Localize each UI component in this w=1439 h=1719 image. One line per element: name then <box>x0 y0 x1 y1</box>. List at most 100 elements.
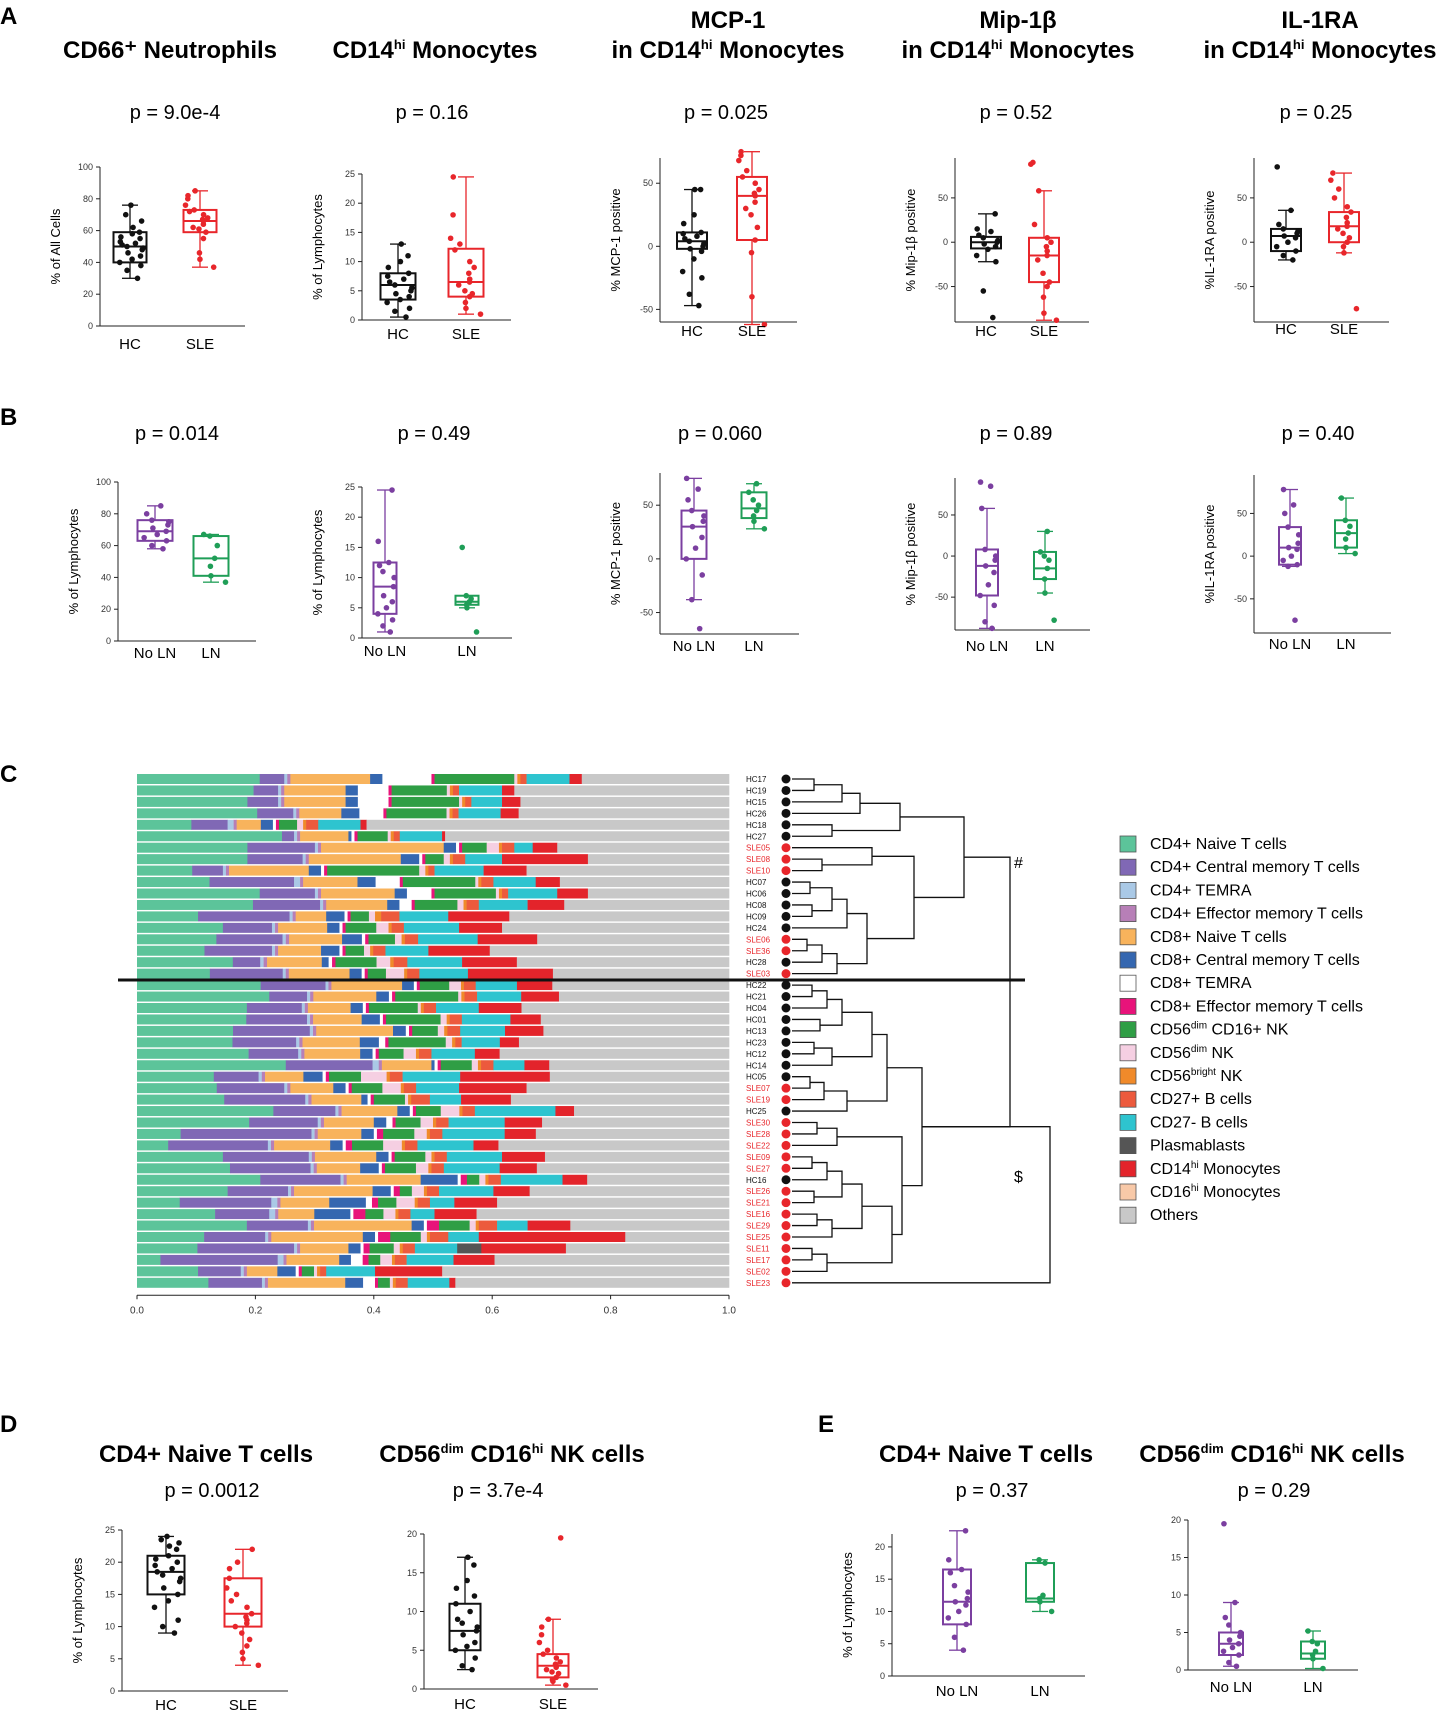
data-point <box>1340 230 1346 237</box>
stacked-bar-segment <box>436 1003 480 1013</box>
stacked-bar-segment <box>311 1128 315 1139</box>
stacked-bar-segment <box>137 1117 250 1128</box>
stacked-bar-segment <box>137 1186 228 1197</box>
stacked-bar-segment <box>301 1003 306 1013</box>
stacked-bar-segment <box>383 1128 415 1139</box>
stacked-bar-segment <box>216 1083 285 1094</box>
stacked-bar-segment <box>382 1083 402 1094</box>
data-point <box>460 1631 466 1638</box>
stacked-bar-segment <box>389 1071 403 1082</box>
stacked-bar-segment <box>471 1060 479 1071</box>
stacked-bar-segment <box>373 945 386 956</box>
group-label: SLE <box>229 1697 257 1714</box>
stacked-bar-segment <box>414 1128 428 1139</box>
stacked-bar-segment <box>378 1163 383 1174</box>
data-point <box>1347 523 1353 530</box>
data-point <box>471 1562 477 1568</box>
y-axis-label: % of Lymphocytes <box>70 1557 85 1663</box>
legend-label: CD4+ Effector memory T cells <box>1150 906 1363 923</box>
data-point <box>679 268 686 275</box>
data-point <box>1037 549 1044 555</box>
data-point <box>991 602 998 609</box>
stacked-bar-segment <box>360 819 367 830</box>
stacked-bar-segment <box>291 1186 295 1197</box>
stacked-bar-segment <box>407 957 463 968</box>
stacked-bar-segment <box>335 1106 339 1117</box>
data-point <box>989 625 995 632</box>
stacked-bar-segment <box>271 945 276 956</box>
stacked-bar-segment <box>397 1106 411 1117</box>
data-point <box>1290 502 1297 508</box>
stacked-bar-segment <box>369 1243 395 1254</box>
y-tick-label: 40 <box>83 257 93 267</box>
panel-label-c: C <box>0 761 17 788</box>
title-il1ra: IL-1RA <box>1281 7 1358 34</box>
panel-label-d: D <box>0 1411 17 1438</box>
legend-label-text: NK <box>1216 1068 1243 1085</box>
y-tick-label: 0 <box>1242 237 1247 247</box>
data-point <box>1221 1520 1227 1527</box>
stacked-bar-segment <box>387 899 400 910</box>
stacked-bar-segment <box>388 991 393 1002</box>
stacked-bar-segment <box>386 808 447 819</box>
data-point <box>1294 546 1300 553</box>
y-tick-label: 15 <box>345 227 355 237</box>
data-point <box>1292 617 1298 623</box>
data-point <box>963 1621 970 1628</box>
data-point <box>204 215 211 221</box>
legend-swatch <box>1119 1090 1137 1108</box>
data-point <box>1044 248 1051 254</box>
stacked-bar-segment <box>461 1014 511 1025</box>
stacked-bar-segment <box>197 1243 295 1254</box>
stacked-bar-segment <box>388 796 392 807</box>
stacked-bar-segment <box>520 796 730 807</box>
stacked-bar-segment <box>385 945 429 956</box>
data-point <box>239 1649 246 1656</box>
stacked-bar-segment <box>321 842 445 853</box>
stacked-bar-segment <box>473 1140 499 1151</box>
stacked-bar-segment <box>382 774 432 784</box>
data-point <box>125 250 131 256</box>
stacked-bar-segment <box>493 1060 525 1071</box>
sample-dot <box>781 980 791 990</box>
stacked-bar-segment <box>388 785 392 796</box>
stacked-bar-segment <box>498 888 503 899</box>
stacked-bar-segment <box>526 774 570 784</box>
dendrogram-branch <box>792 784 843 803</box>
stacked-bar-segment <box>311 1151 316 1162</box>
stacked-bar-segment <box>314 1209 351 1220</box>
data-point <box>1280 486 1287 493</box>
stacked-bar-segment <box>459 1106 463 1117</box>
stacked-bar-segment <box>274 1140 331 1151</box>
stacked-bar-segment <box>341 1106 398 1117</box>
data-point <box>750 497 756 503</box>
stacked-bar-segment <box>587 888 730 899</box>
title-mip1b-sub: in CD14hi Monocytes <box>902 37 1135 64</box>
data-point <box>563 1682 569 1688</box>
data-point <box>683 556 690 562</box>
sample-label: SLE06 <box>746 935 771 944</box>
stacked-bar-segment <box>282 968 287 979</box>
stacked-bar-segment <box>137 1232 205 1242</box>
data-point <box>1288 553 1295 559</box>
sample-label: HC16 <box>746 1176 767 1185</box>
box <box>942 1568 972 1626</box>
dendrogram-branch <box>847 1033 888 1102</box>
sample-dot <box>781 1118 791 1127</box>
data-point <box>1342 517 1349 524</box>
stacked-bar-segment <box>411 899 415 910</box>
stacked-bar-segment <box>303 877 358 888</box>
y-tick-label: 20 <box>407 1529 417 1539</box>
stacked-bar-segment <box>504 1128 537 1139</box>
stacked-bar-segment <box>373 1128 378 1139</box>
stacked-bar-segment <box>284 785 346 796</box>
data-point <box>163 538 170 544</box>
data-point <box>691 186 698 193</box>
stacked-bar-segment <box>340 1174 344 1185</box>
stacked-bar-segment <box>137 1197 181 1208</box>
stacked-bar-segment <box>477 991 522 1002</box>
stacked-bar-segment <box>375 911 382 922</box>
data-point <box>454 1616 461 1623</box>
stacked-bar-segment <box>278 945 322 956</box>
stacked-bar-segment <box>429 1197 455 1208</box>
